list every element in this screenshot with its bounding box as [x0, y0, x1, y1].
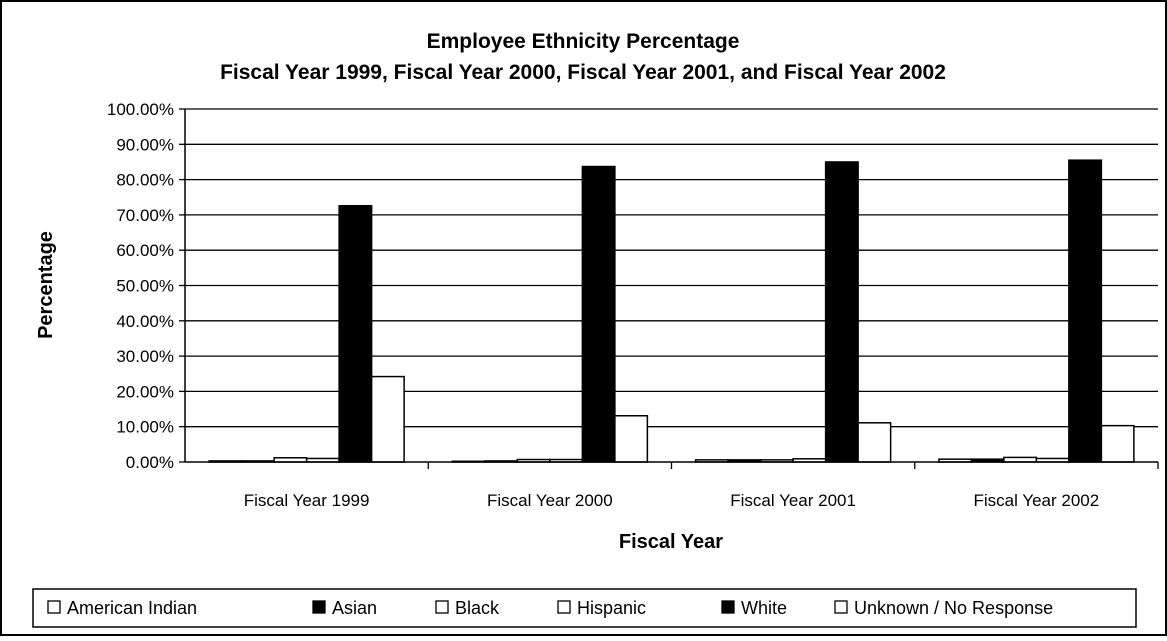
legend-label: Black: [455, 598, 500, 618]
chart-title: Employee Ethnicity Percentage: [427, 30, 740, 53]
y-tick-label: 50.00%: [116, 277, 174, 296]
legend-swatch: [721, 600, 735, 614]
chart-subtitle: Fiscal Year 1999, Fiscal Year 2000, Fisc…: [220, 61, 946, 84]
bar-white: [338, 204, 373, 463]
legend-label: American Indian: [67, 598, 197, 618]
legend-box: [32, 588, 1137, 628]
x-tick-label: Fiscal Year 2002: [974, 491, 1100, 510]
y-tick-label: 60.00%: [116, 241, 174, 260]
legend-label: White: [741, 598, 787, 618]
y-tick-label: 10.00%: [116, 418, 174, 437]
y-tick-label: 70.00%: [116, 206, 174, 225]
y-tick-label: 0.00%: [126, 453, 174, 472]
bar-white: [1068, 159, 1103, 463]
bar-unknown-no-response: [370, 375, 405, 463]
legend-label: Unknown / No Response: [854, 598, 1053, 618]
y-tick-label: 80.00%: [116, 171, 174, 190]
x-tick-label: Fiscal Year 2000: [487, 491, 613, 510]
legend-swatch: [47, 600, 61, 614]
legend-label: Hispanic: [577, 598, 646, 618]
y-axis-ticks: 0.00% 10.00% 20.00% 30.00% 40.00% 50.00% 60.00…: [107, 100, 185, 472]
bar-white: [581, 165, 616, 463]
y-tick-label: 90.00%: [116, 135, 174, 154]
legend: American Indian Asian Black Hispanic White Un…: [47, 598, 1053, 618]
y-tick-label: 30.00%: [116, 347, 174, 366]
legend-swatch: [312, 600, 326, 614]
y-axis-title: Percentage: [35, 231, 57, 339]
x-tick-label: Fiscal Year 1999: [244, 491, 370, 510]
bar-white: [824, 161, 859, 463]
legend-swatch: [557, 600, 571, 614]
bars: [208, 159, 1135, 463]
x-axis-ticks: Fiscal Year 1999 Fiscal Year 2000 Fiscal Y…: [244, 462, 1159, 510]
bar-unknown-no-response: [1100, 424, 1135, 463]
y-tick-label: 100.00%: [107, 100, 174, 119]
legend-swatch: [834, 600, 848, 614]
x-tick-label: Fiscal Year 2001: [730, 491, 856, 510]
bar-unknown-no-response: [614, 415, 649, 463]
x-axis-title: Fiscal Year: [619, 531, 723, 553]
bar-unknown-no-response: [857, 422, 892, 463]
y-tick-label: 40.00%: [116, 312, 174, 331]
legend-label: Asian: [332, 598, 377, 618]
legend-swatch: [435, 600, 449, 614]
y-tick-label: 20.00%: [116, 382, 174, 401]
